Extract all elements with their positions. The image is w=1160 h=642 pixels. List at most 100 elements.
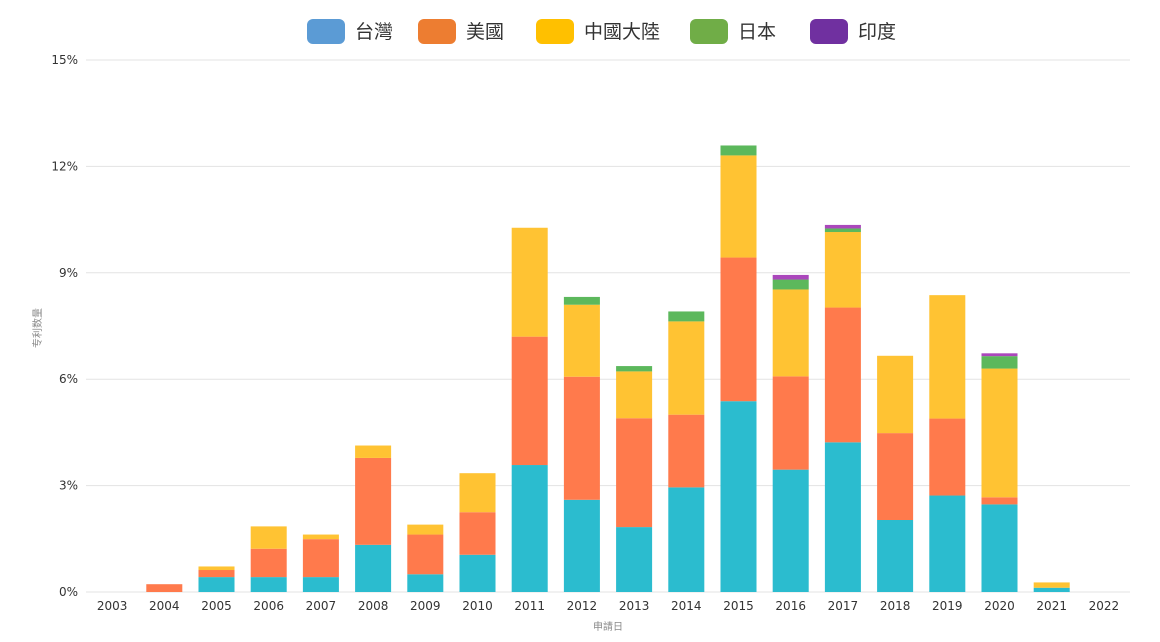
x-tick-label: 2012 [567, 599, 598, 613]
bar-segment[interactable] [824, 232, 861, 308]
bar-segment[interactable] [459, 512, 496, 555]
bar-segment[interactable] [563, 376, 600, 500]
x-axis: 2003 2004 2005 2006 2007 2008 2009 2010 2011 2012… [97, 599, 1119, 613]
x-tick-label: 2006 [253, 599, 284, 613]
x-tick-label: 2011 [514, 599, 545, 613]
bar-segment[interactable] [720, 145, 757, 156]
legend-label[interactable]: 印度 [858, 21, 896, 43]
bar-segment[interactable] [459, 554, 496, 592]
bar-segment[interactable] [824, 442, 861, 592]
x-tick-label: 2015 [723, 599, 754, 613]
bar-segment[interactable] [668, 487, 705, 592]
legend-swatch[interactable] [307, 19, 345, 44]
bar-segment[interactable] [198, 577, 235, 592]
y-axis-title: 专利数量 [31, 308, 44, 348]
x-tick-label: 2009 [410, 599, 441, 613]
bar-segment[interactable] [929, 495, 966, 592]
bar-segment[interactable] [407, 534, 444, 575]
bar-segment[interactable] [407, 524, 444, 535]
legend-label[interactable]: 台灣 [355, 21, 393, 43]
y-tick-label: 3% [59, 479, 78, 493]
bar-segment[interactable] [1033, 582, 1070, 588]
x-tick-label: 2021 [1036, 599, 1067, 613]
y-tick-label: 6% [59, 372, 78, 386]
bar-segment[interactable] [616, 366, 653, 372]
bar-segment[interactable] [981, 504, 1018, 592]
bar-segment[interactable] [824, 228, 861, 233]
bar-segment[interactable] [355, 457, 392, 545]
bar-segment[interactable] [302, 539, 339, 578]
x-tick-label: 2004 [149, 599, 180, 613]
bar-segment[interactable] [929, 295, 966, 419]
x-tick-label: 2014 [671, 599, 702, 613]
bar-segment[interactable] [772, 289, 809, 377]
x-tick-label: 2007 [306, 599, 337, 613]
bar-segment[interactable] [616, 527, 653, 592]
bar-segment[interactable] [772, 376, 809, 470]
legend-label[interactable]: 中國大陸 [584, 21, 660, 43]
bar-segment[interactable] [877, 433, 914, 521]
gridlines [86, 59, 1130, 593]
x-tick-label: 2010 [462, 599, 493, 613]
legend-swatch[interactable] [810, 19, 848, 44]
x-tick-label: 2018 [880, 599, 911, 613]
bar-segment[interactable] [250, 548, 287, 578]
bar-segment[interactable] [459, 473, 496, 513]
bar-segment[interactable] [981, 368, 1018, 498]
bar-segment[interactable] [198, 566, 235, 571]
bar-segment[interactable] [302, 577, 339, 592]
bar-segment[interactable] [563, 296, 600, 305]
x-tick-label: 2003 [97, 599, 128, 613]
x-tick-label: 2020 [984, 599, 1015, 613]
bar-segment[interactable] [668, 321, 705, 415]
legend-label[interactable]: 日本 [738, 21, 776, 43]
bar-segment[interactable] [1033, 587, 1070, 592]
bar-segment[interactable] [772, 279, 809, 290]
x-tick-label: 2019 [932, 599, 963, 613]
legend-swatch[interactable] [536, 19, 574, 44]
bar-segment[interactable] [929, 418, 966, 496]
bar-segment[interactable] [250, 577, 287, 592]
bar-segment[interactable] [250, 526, 287, 549]
x-tick-label: 2013 [619, 599, 650, 613]
y-axis: 0% 3% 6% 9% 12% 15% [51, 53, 78, 599]
bar-segment[interactable] [407, 574, 444, 592]
bar-segment[interactable] [981, 356, 1018, 369]
bar-segment[interactable] [616, 418, 653, 528]
bar-segment[interactable] [877, 355, 914, 434]
legend-swatch[interactable] [418, 19, 456, 44]
bar-segment[interactable] [302, 534, 339, 540]
bar-segment[interactable] [981, 497, 1018, 505]
x-axis-title: 申請日 [593, 620, 623, 633]
bar-segment[interactable] [824, 307, 861, 443]
bar-segment[interactable] [198, 570, 235, 578]
bar-segment[interactable] [668, 414, 705, 488]
bar-segment[interactable] [720, 155, 757, 258]
bar-segment[interactable] [146, 584, 183, 592]
bar-segment[interactable] [877, 520, 914, 592]
bar-segment[interactable] [772, 469, 809, 592]
legend[interactable]: 台灣 美國 中國大陸 日本 印度 [307, 19, 896, 44]
x-tick-label: 2017 [828, 599, 859, 613]
bar-segment[interactable] [668, 311, 705, 322]
bar-segment[interactable] [824, 224, 861, 229]
bar-segment[interactable] [511, 336, 548, 466]
bar-segment[interactable] [616, 371, 653, 419]
bar-segment[interactable] [563, 499, 600, 592]
bar-segment[interactable] [720, 257, 757, 402]
bar-segment[interactable] [981, 353, 1018, 357]
bar-segment[interactable] [355, 544, 392, 592]
bars [146, 145, 1070, 592]
legend-swatch[interactable] [690, 19, 728, 44]
bar-segment[interactable] [355, 445, 392, 458]
y-tick-label: 9% [59, 266, 78, 280]
bar-segment[interactable] [511, 465, 548, 592]
y-tick-label: 12% [51, 159, 78, 173]
bar-segment[interactable] [772, 274, 809, 280]
bar-segment[interactable] [720, 401, 757, 592]
bar-segment[interactable] [511, 227, 548, 337]
bar-segment[interactable] [563, 304, 600, 377]
legend-label[interactable]: 美國 [466, 21, 504, 43]
